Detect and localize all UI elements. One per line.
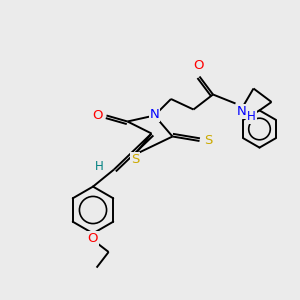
- Text: O: O: [92, 109, 103, 122]
- Text: O: O: [88, 232, 98, 245]
- Text: S: S: [131, 153, 139, 167]
- Text: S: S: [204, 134, 212, 148]
- Text: H: H: [95, 160, 103, 173]
- Text: N: N: [237, 105, 247, 118]
- Text: N: N: [150, 108, 159, 121]
- Text: O: O: [193, 59, 203, 72]
- Text: H: H: [247, 110, 256, 123]
